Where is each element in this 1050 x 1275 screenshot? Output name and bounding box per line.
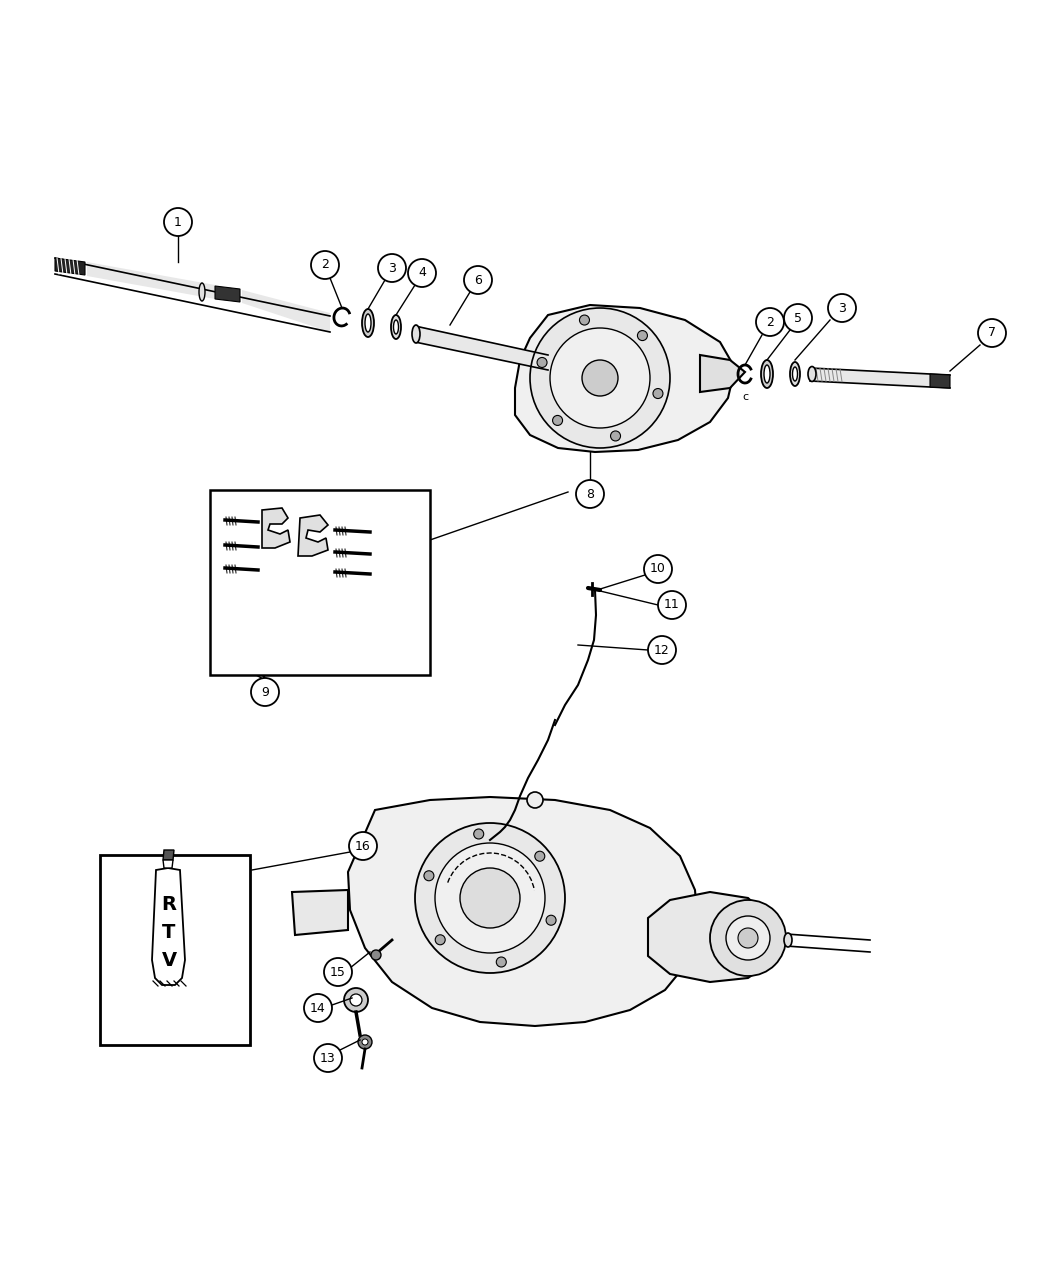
Ellipse shape bbox=[793, 367, 798, 381]
Polygon shape bbox=[163, 850, 174, 861]
Circle shape bbox=[546, 915, 556, 926]
Circle shape bbox=[464, 266, 492, 295]
Text: 9: 9 bbox=[261, 686, 269, 699]
Text: 13: 13 bbox=[320, 1052, 336, 1065]
Text: V: V bbox=[162, 951, 176, 970]
Circle shape bbox=[497, 958, 506, 966]
Text: 2: 2 bbox=[321, 259, 329, 272]
Circle shape bbox=[576, 479, 604, 507]
Circle shape bbox=[362, 1039, 368, 1046]
Polygon shape bbox=[348, 797, 698, 1026]
Circle shape bbox=[537, 357, 547, 367]
Circle shape bbox=[610, 431, 621, 441]
Polygon shape bbox=[215, 286, 240, 302]
Text: 12: 12 bbox=[654, 644, 670, 657]
Circle shape bbox=[637, 330, 648, 340]
Text: 5: 5 bbox=[794, 311, 802, 325]
Ellipse shape bbox=[761, 360, 773, 388]
Circle shape bbox=[530, 309, 670, 448]
Polygon shape bbox=[812, 368, 930, 388]
Circle shape bbox=[644, 555, 672, 583]
Text: 11: 11 bbox=[664, 598, 680, 612]
Circle shape bbox=[324, 958, 352, 986]
Circle shape bbox=[304, 994, 332, 1023]
Circle shape bbox=[828, 295, 856, 323]
Polygon shape bbox=[55, 258, 85, 275]
Circle shape bbox=[726, 915, 770, 960]
Text: 4: 4 bbox=[418, 266, 426, 279]
Text: 3: 3 bbox=[388, 261, 396, 274]
Polygon shape bbox=[262, 507, 290, 548]
Polygon shape bbox=[700, 354, 746, 391]
Text: 6: 6 bbox=[474, 274, 482, 287]
Circle shape bbox=[756, 309, 784, 337]
Circle shape bbox=[251, 678, 279, 706]
Circle shape bbox=[349, 833, 377, 861]
Circle shape bbox=[424, 871, 434, 881]
Polygon shape bbox=[152, 868, 185, 986]
Circle shape bbox=[314, 1044, 342, 1072]
Circle shape bbox=[344, 988, 368, 1012]
Circle shape bbox=[408, 259, 436, 287]
Ellipse shape bbox=[784, 933, 792, 947]
Circle shape bbox=[710, 900, 786, 975]
Text: 15: 15 bbox=[330, 965, 345, 978]
Circle shape bbox=[582, 360, 618, 397]
Polygon shape bbox=[87, 261, 215, 300]
Polygon shape bbox=[242, 289, 330, 332]
Ellipse shape bbox=[412, 325, 420, 343]
Text: c: c bbox=[742, 391, 748, 402]
Circle shape bbox=[435, 843, 545, 952]
Circle shape bbox=[784, 303, 812, 332]
Ellipse shape bbox=[790, 362, 800, 386]
Ellipse shape bbox=[808, 366, 816, 381]
Text: 7: 7 bbox=[988, 326, 996, 339]
Ellipse shape bbox=[200, 283, 205, 301]
Ellipse shape bbox=[391, 315, 401, 339]
Text: T: T bbox=[163, 923, 175, 942]
Circle shape bbox=[648, 636, 676, 664]
Circle shape bbox=[311, 251, 339, 279]
Circle shape bbox=[460, 868, 520, 928]
Ellipse shape bbox=[394, 320, 399, 334]
Polygon shape bbox=[298, 515, 328, 556]
Text: 2: 2 bbox=[766, 315, 774, 329]
Polygon shape bbox=[648, 892, 775, 982]
Circle shape bbox=[350, 994, 362, 1006]
Text: 1: 1 bbox=[174, 215, 182, 228]
Text: 8: 8 bbox=[586, 487, 594, 501]
Text: R: R bbox=[162, 895, 176, 914]
Circle shape bbox=[552, 416, 563, 426]
Polygon shape bbox=[163, 861, 173, 868]
Circle shape bbox=[435, 935, 445, 945]
Circle shape bbox=[550, 328, 650, 428]
Circle shape bbox=[164, 208, 192, 236]
Bar bbox=[210, 490, 430, 674]
Circle shape bbox=[358, 1035, 372, 1049]
Text: 16: 16 bbox=[355, 839, 371, 853]
Circle shape bbox=[653, 389, 663, 399]
Circle shape bbox=[738, 928, 758, 949]
Ellipse shape bbox=[365, 314, 371, 332]
Circle shape bbox=[658, 592, 686, 618]
Ellipse shape bbox=[362, 309, 374, 337]
Text: 10: 10 bbox=[650, 562, 666, 575]
Circle shape bbox=[474, 829, 484, 839]
Circle shape bbox=[415, 822, 565, 973]
Circle shape bbox=[580, 315, 589, 325]
Polygon shape bbox=[514, 305, 735, 453]
Text: 14: 14 bbox=[310, 1001, 326, 1015]
Circle shape bbox=[378, 254, 406, 282]
Polygon shape bbox=[930, 374, 950, 388]
Ellipse shape bbox=[764, 365, 770, 382]
Bar bbox=[100, 856, 250, 1046]
Polygon shape bbox=[292, 890, 348, 935]
Circle shape bbox=[978, 319, 1006, 347]
Ellipse shape bbox=[371, 950, 381, 960]
Text: 3: 3 bbox=[838, 301, 846, 315]
Polygon shape bbox=[418, 326, 548, 370]
Circle shape bbox=[534, 852, 545, 861]
Circle shape bbox=[527, 792, 543, 808]
